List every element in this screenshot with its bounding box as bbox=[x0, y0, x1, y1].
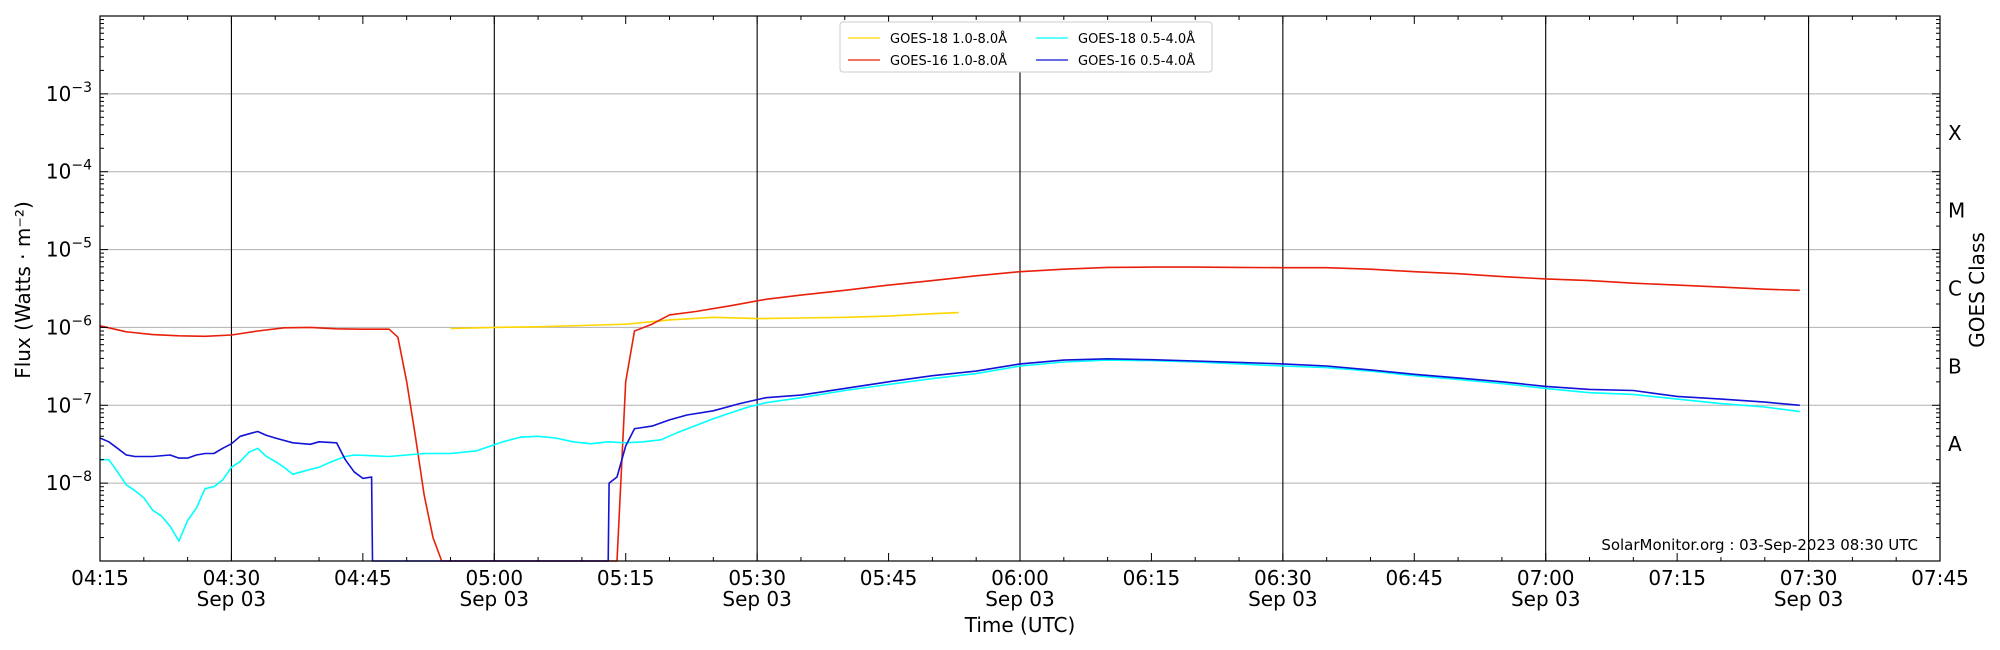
y-tick-exponent: −6 bbox=[71, 313, 92, 329]
legend-box bbox=[839, 21, 1213, 73]
legend-label-goes16-long: GOES-16 1.0-8.0Å bbox=[890, 53, 1007, 69]
y-tick-label: 10−3 bbox=[46, 80, 92, 106]
x-tick-label: 05:45 bbox=[860, 566, 918, 590]
x-tick-label: 04:30 bbox=[203, 566, 261, 590]
x-tick-label: 07:30 bbox=[1780, 566, 1838, 590]
series-line-3 bbox=[99, 358, 1800, 562]
series-line-0 bbox=[450, 311, 959, 330]
y-tick-base: 10 bbox=[46, 471, 71, 495]
y-tick-label: 10−8 bbox=[46, 469, 92, 495]
y-tick-label: 10−6 bbox=[46, 313, 92, 339]
x-tick-label: 07:00 bbox=[1517, 566, 1575, 590]
goes-class-label: M bbox=[1948, 199, 1965, 223]
legend-label-goes16-short: GOES-16 0.5-4.0Å bbox=[1078, 53, 1195, 69]
x-tick-label: 04:45 bbox=[334, 566, 392, 590]
goes-class-axis-label: GOES Class bbox=[1965, 232, 1989, 348]
x-tick-date-label: Sep 03 bbox=[197, 587, 267, 611]
x-tick-label: 06:30 bbox=[1254, 566, 1312, 590]
goes-class-label: B bbox=[1948, 354, 1962, 378]
x-tick-date-label: Sep 03 bbox=[460, 587, 530, 611]
legend-label-goes18-long: GOES-18 1.0-8.0Å bbox=[890, 31, 1007, 47]
series-lines bbox=[99, 266, 1800, 562]
y-tick-base: 10 bbox=[46, 160, 71, 184]
series-line-2 bbox=[100, 359, 1800, 542]
legend: GOES-18 1.0-8.0Å GOES-16 1.0-8.0Å GOES-1… bbox=[839, 21, 1213, 73]
y-tick-label: 10−4 bbox=[46, 158, 92, 184]
y-axis-ticks: 10−810−710−610−510−410−3 bbox=[46, 19, 1940, 539]
y-axis-label-text: Flux (Watts · m⁻²) bbox=[11, 201, 35, 379]
x-tick-label: 05:15 bbox=[597, 566, 655, 590]
x-tick-date-label: Sep 03 bbox=[1511, 587, 1581, 611]
goes-class-label: X bbox=[1948, 121, 1962, 145]
x-tick-label: 06:00 bbox=[991, 566, 1049, 590]
x-tick-date-label: Sep 03 bbox=[1248, 587, 1318, 611]
goes-class-label: A bbox=[1948, 432, 1962, 456]
vertical-time-lines bbox=[230, 16, 1810, 561]
x-axis-label: Time (UTC) bbox=[964, 613, 1076, 637]
y-axis-label: Flux (Watts · m⁻²) bbox=[11, 201, 35, 379]
y-tick-base: 10 bbox=[46, 315, 71, 339]
goes-class-label: C bbox=[1948, 277, 1962, 301]
x-tick-label: 07:15 bbox=[1648, 566, 1706, 590]
y-tick-exponent: −3 bbox=[71, 80, 92, 96]
y-tick-base: 10 bbox=[46, 393, 71, 417]
series-line-1 bbox=[99, 266, 1800, 562]
y-tick-exponent: −8 bbox=[71, 469, 92, 485]
y-tick-base: 10 bbox=[46, 82, 71, 106]
x-tick-label: 04:15 bbox=[71, 566, 129, 590]
x-tick-date-label: Sep 03 bbox=[722, 587, 792, 611]
x-tick-label: 07:45 bbox=[1911, 566, 1969, 590]
y-tick-label: 10−7 bbox=[46, 391, 92, 417]
y-tick-exponent: −7 bbox=[71, 391, 92, 407]
x-tick-label: 05:30 bbox=[728, 566, 786, 590]
y-tick-label: 10−5 bbox=[46, 236, 92, 262]
y-tick-base: 10 bbox=[46, 238, 71, 262]
goes-class-labels: A B C M X bbox=[1948, 121, 1965, 456]
y-tick-exponent: −5 bbox=[71, 236, 92, 252]
x-tick-date-label: Sep 03 bbox=[1774, 587, 1844, 611]
credit-text: SolarMonitor.org : 03-Sep-2023 08:30 UTC bbox=[1601, 536, 1918, 554]
legend-label-goes18-short: GOES-18 0.5-4.0Å bbox=[1078, 31, 1195, 47]
y-tick-exponent: −4 bbox=[71, 158, 92, 174]
x-tick-label: 05:00 bbox=[465, 566, 523, 590]
x-tick-label: 06:15 bbox=[1123, 566, 1181, 590]
x-tick-label: 06:45 bbox=[1385, 566, 1443, 590]
x-tick-date-label: Sep 03 bbox=[985, 587, 1055, 611]
